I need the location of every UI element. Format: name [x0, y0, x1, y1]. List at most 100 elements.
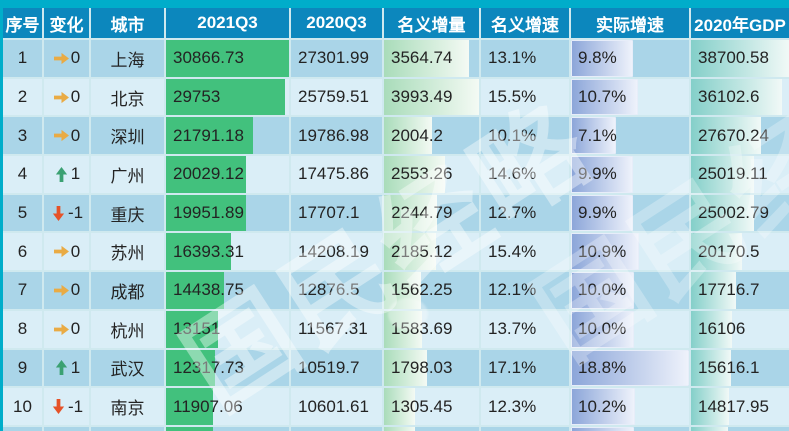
q3-2021-bar — [166, 117, 253, 155]
cell-city: 重庆 — [91, 194, 164, 232]
cell-q3-2021: 20029.12 — [166, 156, 289, 193]
cell-nominal-increment: 1798.03 — [384, 349, 479, 387]
cell-q3-2020: 19786.98 — [291, 117, 382, 155]
column-header-city: 城市 — [91, 8, 164, 38]
cell-q3-2021: 19951.89 — [166, 194, 289, 232]
city-name: 北京 — [110, 89, 145, 109]
real-growth-bar — [571, 388, 636, 425]
rank-change-value: 0 — [70, 125, 81, 145]
cell-rank-partial — [3, 426, 42, 431]
real-growth-bar — [571, 310, 634, 348]
nominal-increment-bar — [384, 117, 432, 155]
cell-nominal-growth-partial — [481, 426, 569, 431]
q3-2020-value: 14208.19 — [298, 241, 369, 261]
cell-rank-change: -1 — [44, 388, 89, 425]
q3-2021-bar — [166, 40, 289, 77]
cell-q3-2020: 14208.19 — [291, 233, 382, 271]
real-growth-bar — [571, 349, 689, 387]
cell-nominal-growth: 13.1% — [481, 40, 569, 77]
cell-rank-change: 0 — [44, 233, 89, 271]
nominal-increment-bar — [384, 78, 479, 116]
city-name: 重庆 — [110, 205, 145, 225]
gdp-2020-bar — [691, 272, 736, 309]
cell-q3-2021-partial — [166, 426, 289, 431]
gdp-2020-bar — [691, 233, 743, 271]
rank-change-value: 0 — [70, 48, 81, 68]
nominal-growth-value: 15.5% — [488, 87, 537, 107]
nominal-increment-value: 1583.69 — [391, 319, 453, 339]
q3-2020-value: 19786.98 — [298, 125, 369, 145]
q3-2020-value: 27301.99 — [298, 48, 369, 68]
cell-rank-change: 0 — [44, 117, 89, 155]
rank-value: 2 — [17, 87, 28, 107]
rank-change-right-icon — [53, 128, 70, 143]
cell-gdp-2020: 36102.6 — [691, 78, 789, 116]
q3-2021-value: 12317.73 — [173, 357, 244, 377]
real-growth-bar — [571, 40, 633, 77]
cell-nominal-growth: 12.3% — [481, 388, 569, 425]
cell-q3-2020: 12876.5 — [291, 272, 382, 309]
gdp-2020-value: 27670.24 — [698, 125, 769, 145]
gdp-2020-value: 38700.58 — [698, 48, 769, 68]
nominal-increment-bar — [384, 388, 416, 425]
cell-real-growth: 10.7% — [571, 78, 689, 116]
cell-nominal-increment: 2185.12 — [384, 233, 479, 271]
nominal-increment-bar — [384, 194, 438, 232]
real-growth-value: 10.9% — [578, 241, 627, 261]
nominal-growth-value: 15.4% — [488, 241, 537, 261]
nominal-increment-bar — [384, 272, 422, 309]
column-header-rank: 序号 — [3, 8, 42, 38]
cell-q3-2020: 10519.7 — [291, 349, 382, 387]
cell-city-partial — [91, 426, 164, 431]
rank-change-down-icon — [51, 205, 66, 222]
q3-2021-value: 13151 — [173, 319, 221, 339]
cell-q3-2021: 21791.18 — [166, 117, 289, 155]
real-growth-value: 9.9% — [578, 164, 617, 184]
cell-gdp-2020-partial — [691, 426, 789, 431]
cell-q3-2021: 11907.06 — [166, 388, 289, 425]
cell-nominal-growth: 15.4% — [481, 233, 569, 271]
gdp-2020-bar — [691, 156, 755, 193]
cell-city: 杭州 — [91, 310, 164, 348]
rank-change-right-icon — [53, 51, 70, 66]
cell-q3-2020: 17707.1 — [291, 194, 382, 232]
nominal-growth-value: 13.7% — [488, 319, 537, 339]
q3-2021-value: 16393.31 — [173, 241, 244, 261]
cell-q3-2020: 17475.86 — [291, 156, 382, 193]
column-header-gdp-2020: 2020年GDP — [691, 8, 789, 38]
cell-city: 南京 — [91, 388, 164, 425]
cell-real-growth: 9.8% — [571, 40, 689, 77]
q3-2021-value: 20029.12 — [173, 164, 244, 184]
cell-q3-2021: 16393.31 — [166, 233, 289, 271]
nominal-increment-bar — [384, 426, 416, 431]
nominal-increment-value: 3993.49 — [391, 87, 453, 107]
cell-gdp-2020: 25019.11 — [691, 156, 789, 193]
nominal-growth-value: 12.7% — [488, 203, 537, 223]
q3-2021-bar — [166, 78, 285, 116]
cell-rank-change: 0 — [44, 40, 89, 77]
cell-nominal-increment: 2004.2 — [384, 117, 479, 155]
cell-gdp-2020: 25002.79 — [691, 194, 789, 232]
city-name: 成都 — [110, 282, 145, 302]
cell-nominal-growth: 14.6% — [481, 156, 569, 193]
real-growth-bar — [571, 117, 616, 155]
rank-change-value: 0 — [70, 87, 81, 107]
cell-rank: 9 — [3, 349, 42, 387]
gdp-2020-value: 20170.5 — [698, 241, 760, 261]
rank-change-value: 1 — [70, 357, 81, 377]
q3-2021-bar — [166, 349, 216, 387]
q3-2021-bar — [166, 233, 232, 271]
nominal-increment-value: 3564.74 — [391, 48, 453, 68]
q3-2021-bar — [166, 156, 246, 193]
q3-2020-value: 25759.51 — [298, 87, 369, 107]
cell-nominal-increment: 1583.69 — [384, 310, 479, 348]
nominal-increment-bar — [384, 233, 436, 271]
cell-rank-change: 1 — [44, 156, 89, 193]
nominal-increment-bar — [384, 40, 469, 77]
cell-rank-change: 0 — [44, 272, 89, 309]
q3-2021-value: 30866.73 — [173, 48, 244, 68]
cell-rank-change: 1 — [44, 349, 89, 387]
real-growth-bar — [571, 156, 634, 193]
real-growth-value: 9.8% — [578, 48, 617, 68]
